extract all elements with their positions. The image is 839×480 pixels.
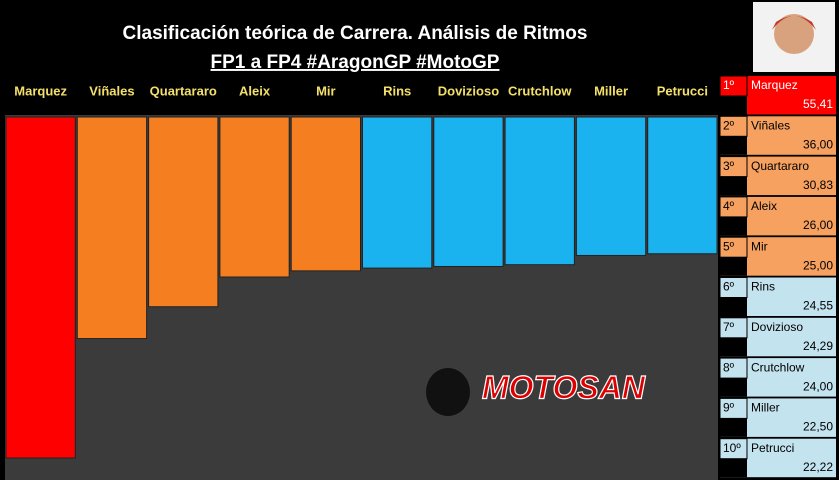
ranking-position: 9º [723, 401, 735, 415]
ranking-position: 3º [723, 159, 735, 173]
ranking-row-gap [720, 418, 747, 437]
ranking-value: 24,29 [803, 339, 833, 353]
x-tick-label: Crutchlow [508, 83, 572, 98]
ranking-name: Marquez [751, 78, 798, 92]
ranking-rank-box [719, 277, 748, 298]
ranking-value: 24,55 [803, 299, 833, 313]
ranking-name: Mir [751, 239, 768, 253]
ranking-rank-box [719, 75, 748, 97]
bar [290, 116, 362, 272]
ranking-name: Miller [751, 401, 780, 415]
ranking-position: 10º [723, 441, 741, 455]
ranking-name: Crutchlow [751, 360, 805, 374]
bar [575, 116, 647, 256]
ranking-position: 1º [723, 78, 735, 92]
ranking-row-gap [720, 378, 747, 397]
x-tick-label: Petrucci [657, 83, 708, 98]
ranking-value: 24,00 [803, 379, 833, 393]
bar [433, 116, 504, 267]
ranking-value: 36,00 [803, 137, 833, 151]
ranking-rank-box [719, 196, 748, 218]
ranking-row-gap [720, 337, 747, 357]
ranking-name: Quartararo [751, 159, 809, 173]
logo: MOTOSAN [426, 368, 646, 416]
bar [219, 116, 290, 278]
ranking-position: 6º [723, 280, 735, 294]
ranking-rank-box [719, 397, 748, 419]
ranking-rank-box [719, 156, 748, 178]
rider-photo-face [774, 14, 814, 54]
ranking-row-gap [720, 257, 747, 276]
ranking-position: 5º [723, 239, 735, 253]
ranking-row-gap [720, 176, 747, 196]
chart-subtitle: FP1 a FP4 #AragonGP #MotoGP [211, 52, 500, 73]
x-tick-label: Quartararo [150, 83, 217, 98]
chart-title: Clasificación teórica de Carrera. Anális… [123, 23, 588, 44]
ranking-position: 2º [723, 118, 735, 132]
ranking-value: 25,00 [803, 258, 833, 272]
logo-icon [426, 368, 470, 416]
ranking-row-gap [720, 297, 747, 316]
bar [76, 116, 148, 340]
x-tick-label: Dovizioso [438, 83, 499, 98]
x-tick-label: Rins [383, 83, 411, 98]
watermark: MOTOSAN [482, 369, 646, 405]
ranking-row-gap [720, 136, 747, 155]
ranking-position: 4º [723, 199, 735, 213]
ranking-rank-box [719, 438, 748, 460]
ranking-row-gap [720, 458, 747, 478]
bar [5, 116, 76, 459]
ranking-value: 26,00 [803, 218, 833, 232]
x-tick-label: Miller [594, 83, 628, 98]
ranking-value: 22,50 [803, 420, 833, 434]
bar [647, 116, 718, 255]
ranking-value: 55,41 [803, 97, 833, 111]
ranking-position: 8º [723, 360, 735, 374]
ranking-row-gap [720, 216, 747, 236]
bar [504, 116, 575, 266]
ranking-position: 7º [723, 320, 735, 334]
ranking-name: Rins [751, 280, 775, 294]
ranking-rank-box [719, 236, 748, 258]
x-tick-label: Marquez [14, 83, 67, 98]
x-tick-label: Mir [316, 83, 336, 98]
rider-photo-cap [772, 16, 816, 30]
ranking-rank-box [719, 317, 748, 339]
bar [148, 116, 219, 308]
ranking-rank-box [719, 357, 748, 379]
ranking-rank-box [719, 115, 748, 137]
ranking-value: 30,83 [803, 178, 833, 192]
x-tick-label: Viñales [89, 83, 134, 98]
bar [362, 116, 433, 269]
ranking-value: 22,22 [803, 460, 833, 474]
ranking-name: Viñales [751, 118, 790, 132]
ranking-name: Petrucci [751, 441, 794, 455]
x-tick-label: Aleix [239, 83, 271, 98]
ranking-name: Dovizioso [751, 320, 803, 334]
ranking-name: Aleix [751, 199, 777, 213]
ranking-row-gap [720, 96, 747, 115]
